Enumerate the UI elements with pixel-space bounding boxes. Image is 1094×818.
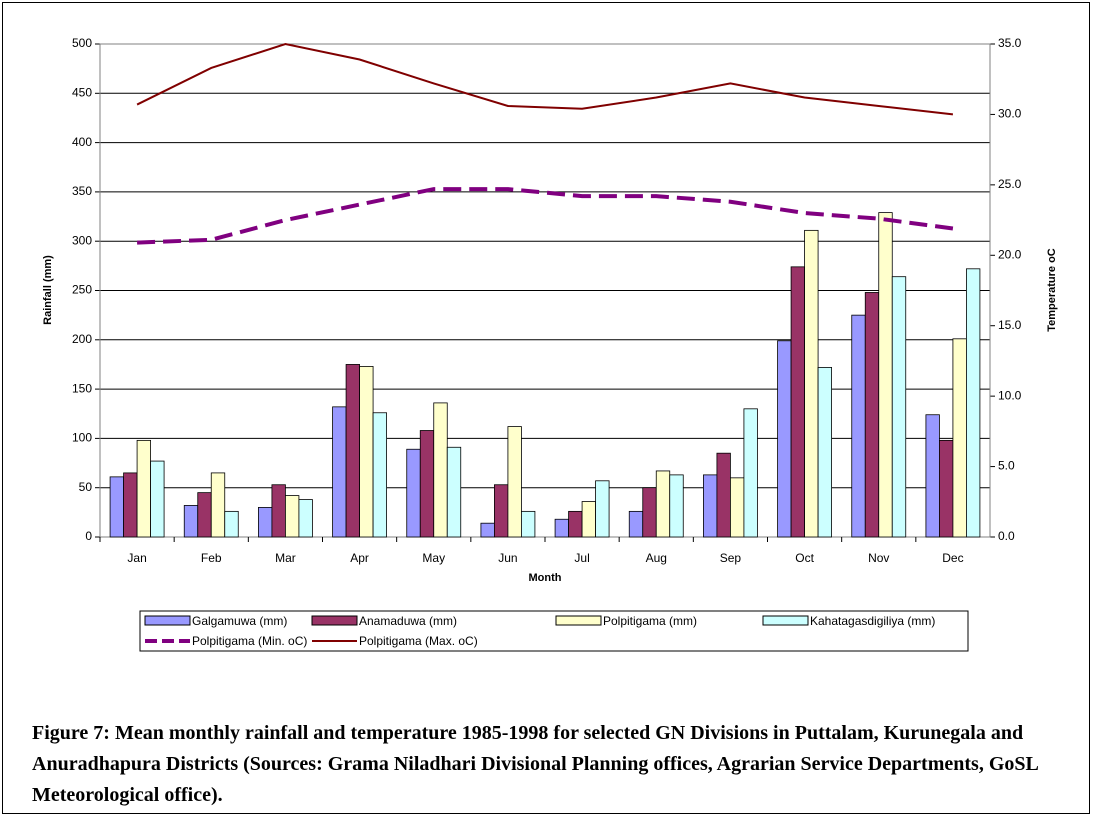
bar	[669, 474, 684, 538]
y-tick-label: 400	[72, 135, 92, 149]
y2-tick-label: 10.0	[998, 388, 1022, 402]
x-tick-label: May	[422, 551, 445, 565]
bar	[554, 518, 569, 538]
bar	[851, 314, 866, 538]
bar	[628, 510, 644, 538]
line	[136, 42, 954, 116]
y-tick-label: 100	[72, 431, 92, 445]
legend-swatch	[144, 615, 191, 626]
bar	[521, 510, 536, 538]
bar	[939, 439, 954, 538]
bar	[123, 472, 138, 538]
y2-tick-label: 25.0	[998, 177, 1022, 191]
bar	[406, 448, 421, 538]
legend-label: Polpitigama (Min. oC)	[192, 634, 307, 648]
bar	[730, 477, 745, 538]
legend-label: Polpitigama (mm)	[603, 614, 697, 628]
bar	[966, 268, 981, 538]
caption: Figure 7: Mean monthly rainfall and temp…	[32, 722, 1038, 806]
y-tick-label: 300	[72, 233, 92, 247]
legend-box	[139, 610, 969, 652]
bar	[271, 484, 286, 538]
y-tick-label: 50	[79, 480, 93, 494]
legend-swatch	[311, 615, 358, 626]
bar	[183, 505, 199, 538]
bar	[494, 484, 509, 538]
bar	[743, 408, 758, 538]
bar	[480, 522, 495, 538]
y-tick-label: 150	[72, 381, 92, 395]
bar	[507, 426, 522, 538]
bar	[581, 501, 596, 538]
bar	[372, 412, 387, 538]
bar	[197, 492, 212, 538]
bar	[150, 460, 165, 538]
bar	[285, 495, 300, 538]
bar	[359, 366, 374, 538]
y-tick-label: 500	[72, 36, 92, 50]
legend-swatch	[762, 615, 809, 626]
bar	[878, 212, 893, 538]
bar	[345, 364, 360, 538]
y2-tick-label: 30.0	[998, 107, 1022, 121]
legend-label: Anamaduwa (mm)	[359, 614, 457, 628]
bar	[817, 367, 832, 538]
legend-label: Kahatagasdigiliya (mm)	[810, 614, 935, 628]
x-tick-label: Apr	[350, 551, 369, 565]
y2-tick-label: 35.0	[998, 36, 1022, 50]
y2-tick-label: 0.0	[998, 529, 1015, 543]
bar	[332, 406, 347, 538]
legend-swatch	[555, 615, 602, 626]
y-tick-label: 350	[72, 184, 92, 198]
y-tick-label: 450	[72, 85, 92, 99]
x-tick-label: Jul	[574, 551, 589, 565]
x-tick-label: Dec	[942, 551, 963, 565]
legend-label: Galgamuwa (mm)	[192, 614, 287, 628]
bar	[568, 510, 583, 538]
bar	[804, 229, 819, 538]
bar	[703, 474, 718, 538]
bar	[258, 507, 273, 538]
bar	[224, 510, 239, 538]
x-tick-label: Jan	[127, 551, 146, 565]
line	[137, 187, 954, 245]
bar	[446, 446, 462, 538]
bar	[891, 276, 907, 538]
bar	[655, 470, 671, 538]
y2-tick-label: 20.0	[998, 247, 1022, 261]
y-tick-label: 200	[72, 332, 92, 346]
bar	[298, 499, 313, 538]
legend-label: Polpitigama (Max. oC)	[359, 634, 478, 648]
bar	[419, 430, 435, 538]
bar	[210, 472, 226, 538]
bar	[109, 476, 124, 538]
x-tick-label: Mar	[275, 551, 296, 565]
x-tick-label: Oct	[795, 551, 814, 565]
x-axis-title: Month	[529, 572, 562, 584]
bar	[595, 480, 610, 538]
bar	[433, 402, 448, 538]
x-tick-label: Aug	[646, 551, 667, 565]
y2-tick-label: 5.0	[998, 459, 1015, 473]
bar	[642, 487, 657, 538]
bar	[790, 266, 805, 538]
bar	[864, 292, 880, 538]
y2-tick-label: 15.0	[998, 318, 1022, 332]
bar	[952, 338, 967, 538]
bar	[136, 439, 151, 538]
y2-axis-title: Temperature oC	[1046, 248, 1058, 332]
y-tick-label: 0	[85, 529, 92, 543]
x-tick-label: Feb	[201, 551, 222, 565]
bar	[716, 452, 731, 538]
x-tick-label: Nov	[868, 551, 889, 565]
bar	[925, 414, 940, 538]
bar	[777, 340, 792, 538]
x-tick-label: Jun	[498, 551, 517, 565]
y-axis-title: Rainfall (mm)	[42, 255, 54, 325]
x-tick-label: Sep	[720, 551, 742, 565]
y-tick-label: 250	[72, 283, 92, 297]
